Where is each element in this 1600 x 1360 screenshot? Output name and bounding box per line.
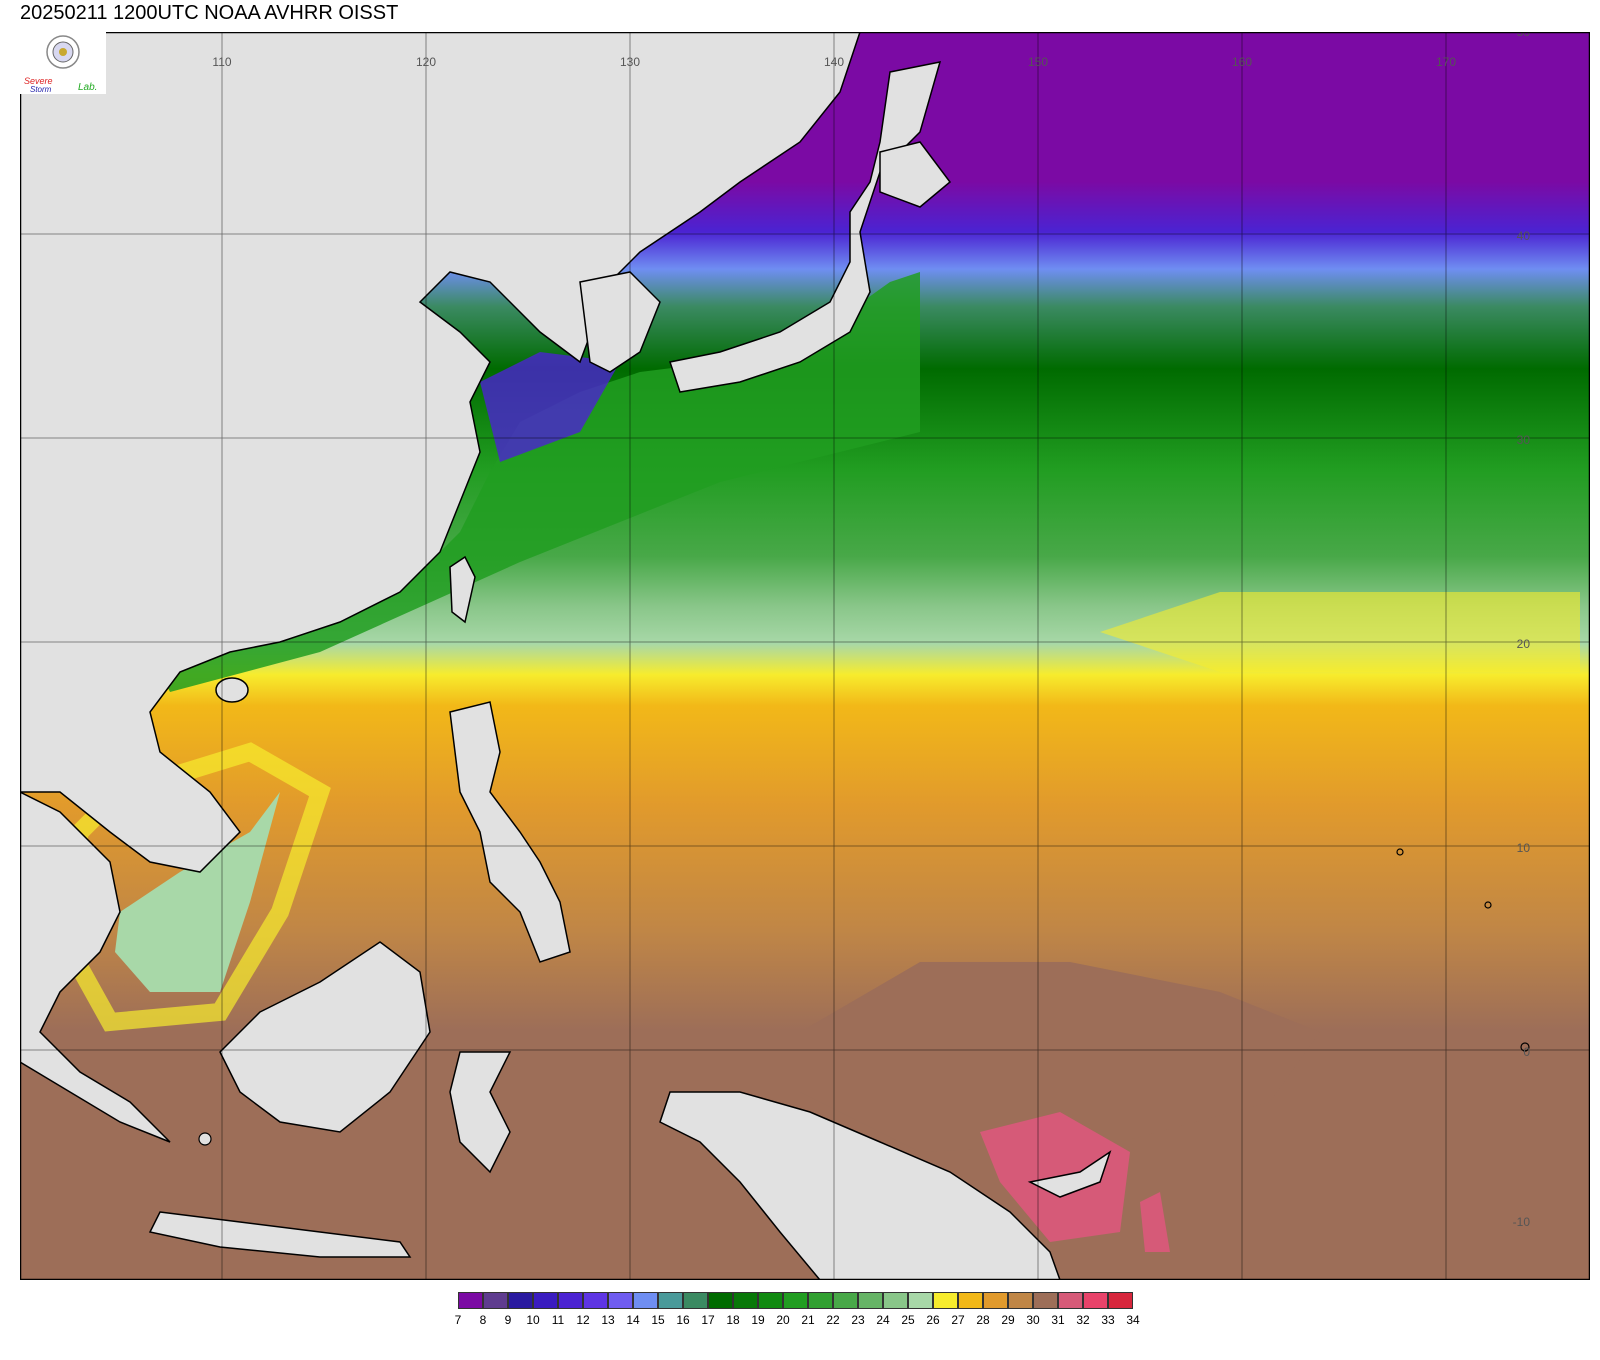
land-philippines [449, 701, 571, 963]
colorbar-swatch [983, 1292, 1008, 1309]
colorbar-swatch [1033, 1292, 1058, 1309]
colorbar-label: 19 [751, 1313, 765, 1327]
colorbar-swatch [908, 1292, 933, 1309]
colorbar-label: 12 [576, 1313, 590, 1327]
land-new-britain [1027, 1150, 1112, 1198]
colorbar-swatch [933, 1292, 958, 1309]
logo: Severe Storm Lab. [20, 32, 106, 94]
colorbar-label: 27 [951, 1313, 965, 1327]
lon-label: 120 [416, 55, 436, 69]
colorbar-swatch [858, 1292, 883, 1309]
colorbar-label: 25 [901, 1313, 915, 1327]
lat-label: 30 [1517, 433, 1531, 447]
colorbar-label: 20 [776, 1313, 790, 1327]
lon-label: 130 [620, 55, 640, 69]
colorbar-label: 8 [479, 1313, 487, 1327]
logo-text-storm: Storm [30, 85, 52, 94]
land-new-guinea [659, 1091, 1061, 1280]
land-borneo [219, 941, 431, 1133]
colorbar-swatch [458, 1292, 483, 1309]
logo-text-severe: Severe [24, 76, 53, 86]
sst-map: 110 120 130 140 150 160 170 50 40 30 20 … [20, 32, 1590, 1280]
colorbar-label: 11 [551, 1313, 565, 1327]
colorbar-swatch [733, 1292, 758, 1309]
colorbar-label: 7 [454, 1313, 462, 1327]
sst-band-yellow [1100, 592, 1580, 672]
colorbar-swatch [958, 1292, 983, 1309]
colorbar-label: 17 [701, 1313, 715, 1327]
colorbar-label: 9 [504, 1313, 512, 1327]
land-sulawesi [449, 1051, 512, 1174]
colorbar-label: 31 [1051, 1313, 1065, 1327]
logo-text-lab: Lab. [78, 82, 97, 93]
colorbar-label: 23 [851, 1313, 865, 1327]
colorbar-swatch [1058, 1292, 1083, 1309]
lat-label: 40 [1517, 229, 1531, 243]
colorbar-swatch [808, 1292, 833, 1309]
map-title: 20250211 1200UTC NOAA AVHRR OISST [20, 2, 399, 24]
colorbar-label: 29 [1001, 1313, 1015, 1327]
colorbar-label: 34 [1126, 1313, 1140, 1327]
lon-label: 150 [1028, 55, 1048, 69]
colorbar-swatch [683, 1292, 708, 1309]
colorbar-label: 18 [726, 1313, 740, 1327]
land-hainan [215, 677, 249, 703]
lat-label: 20 [1517, 637, 1531, 651]
colorbar-label: 32 [1076, 1313, 1090, 1327]
colorbar-swatch [758, 1292, 783, 1309]
colorbar-label: 10 [526, 1313, 540, 1327]
colorbar-swatch [833, 1292, 858, 1309]
colorbar-swatch [1083, 1292, 1108, 1309]
lat-label: -10 [1513, 1215, 1531, 1229]
colorbar-swatch [633, 1292, 658, 1309]
sst-warm-pool [800, 962, 1320, 1152]
colorbar-label: 15 [651, 1313, 665, 1327]
land-taiwan [449, 555, 476, 624]
colorbar-label: 21 [801, 1313, 815, 1327]
lat-label: 50 [1517, 32, 1531, 39]
colorbar-swatch [558, 1292, 583, 1309]
colorbar-swatch [508, 1292, 533, 1309]
lon-label: 170 [1436, 55, 1456, 69]
sst-band-yellow-sea [480, 352, 620, 462]
land-java [148, 1211, 412, 1258]
colorbar-swatch [1108, 1292, 1133, 1309]
colorbar-swatch [708, 1292, 733, 1309]
colorbar-swatch [1008, 1292, 1033, 1309]
colorbar-label: 22 [826, 1313, 840, 1327]
lon-label: 160 [1232, 55, 1252, 69]
colorbar-swatch [533, 1292, 558, 1309]
colorbar-swatch [883, 1292, 908, 1309]
lon-label: 140 [824, 55, 844, 69]
colorbar-swatch [608, 1292, 633, 1309]
colorbar-swatch [583, 1292, 608, 1309]
sst-hot-spot-2 [1140, 1192, 1170, 1252]
colorbar-label: 28 [976, 1313, 990, 1327]
colorbar-label: 24 [876, 1313, 890, 1327]
colorbar-swatch [783, 1292, 808, 1309]
land-asia [20, 32, 861, 873]
sst-scs-tongue [115, 792, 280, 992]
land-hokkaido [879, 141, 952, 208]
colorbar-label: 26 [926, 1313, 940, 1327]
colorbar-swatch [483, 1292, 508, 1309]
map-border [20, 32, 1590, 1280]
grid-lines [20, 32, 1590, 1280]
land-malay [20, 791, 171, 1143]
colorbar-label: 30 [1026, 1313, 1040, 1327]
colorbar-swatch [658, 1292, 683, 1309]
colorbar-label: 13 [601, 1313, 615, 1327]
lat-label: 0 [1523, 1045, 1530, 1059]
lat-label: 10 [1517, 841, 1531, 855]
colorbar-label: 14 [626, 1313, 640, 1327]
lon-label: 110 [212, 55, 231, 69]
colorbar-label: 33 [1101, 1313, 1115, 1327]
colorbar-label: 16 [676, 1313, 690, 1327]
